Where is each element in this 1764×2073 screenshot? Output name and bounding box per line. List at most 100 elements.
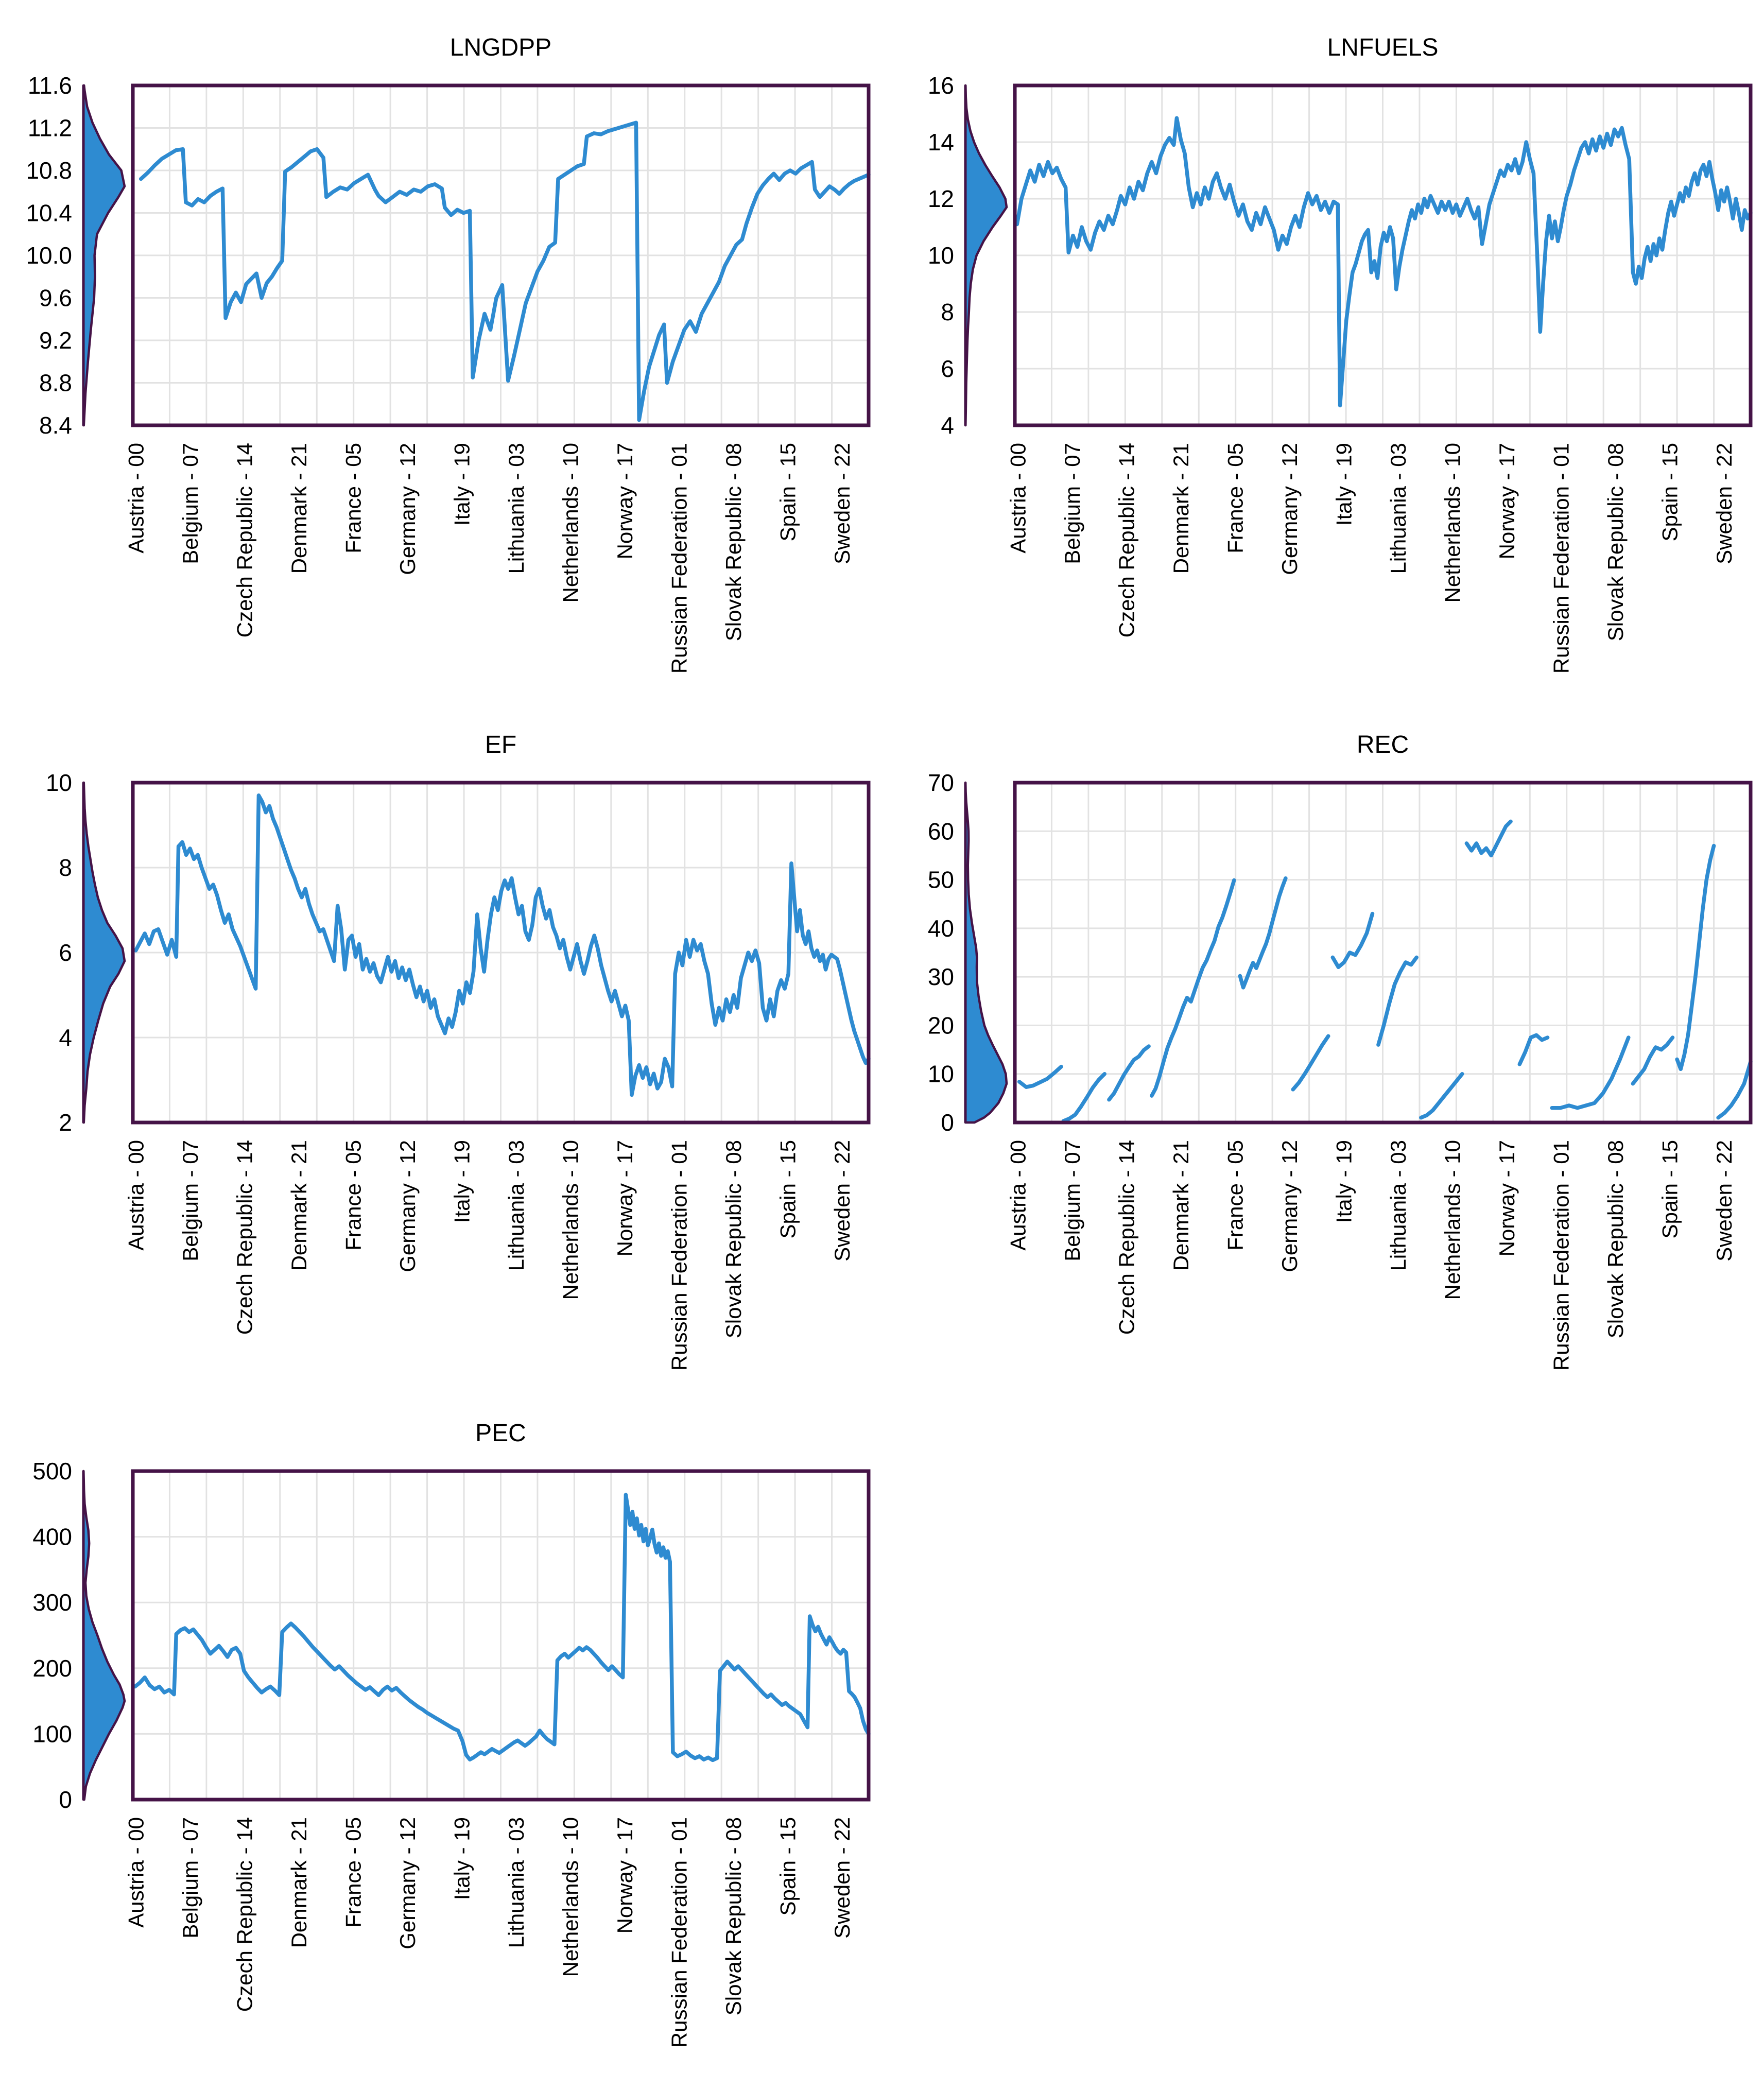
density-shape	[964, 781, 1008, 1124]
y-tick-label: 9.6	[39, 285, 72, 312]
data-line	[1716, 1060, 1753, 1120]
x-tick-label: Czech Republic - 14	[233, 1817, 257, 2012]
x-tick-label: Italy - 19	[1332, 1140, 1356, 1223]
x-tick-label: Austria - 00	[1006, 1140, 1030, 1251]
x-tick-label: Spain - 15	[776, 443, 800, 541]
x-tick-label: Netherlands - 10	[559, 1140, 583, 1300]
y-tick-label: 14	[928, 129, 954, 156]
x-tick-label: Slovak Republic - 08	[721, 1817, 746, 2015]
x-tick-label: Lithuania - 03	[504, 443, 528, 574]
density-shape	[82, 84, 126, 427]
chart-rec: REC 0 10 20 30 40 50 60 70 Austria - 00 Belgium -…	[928, 731, 1753, 1371]
y-axis-labels: 8.4 8.8 9.2 9.6 10.0 10.4 10.8 11.2 11.6	[26, 72, 72, 439]
grid	[1015, 783, 1751, 1122]
y-tick-label: 70	[928, 769, 954, 796]
density-shape	[964, 84, 1008, 427]
chart-lngdpp: LNGDPP 8.4 8.8 9.2 9.6 10.0 10.4 10.8 11.2 11.6 A…	[26, 34, 871, 673]
panel-border	[131, 1469, 871, 1802]
chart-title-ef: EF	[485, 731, 516, 758]
grid	[133, 85, 869, 425]
chart-title-lngdpp: LNGDPP	[450, 34, 551, 61]
y-tick-label: 500	[32, 1458, 72, 1484]
x-tick-label: Slovak Republic - 08	[721, 1140, 746, 1338]
data-line	[1376, 955, 1419, 1047]
y-tick-label: 10.0	[26, 242, 72, 269]
density-plot	[964, 781, 1008, 1124]
data-line	[1464, 819, 1513, 858]
y-tick-label: 2	[59, 1109, 72, 1136]
chart-title-lnfuels: LNFUELS	[1327, 34, 1438, 61]
y-tick-label: 6	[941, 355, 954, 382]
y-tick-label: 10.4	[26, 200, 72, 227]
y-tick-label: 4	[941, 412, 954, 439]
x-tick-label: Spain - 15	[776, 1140, 800, 1238]
data-line	[1015, 116, 1753, 408]
y-tick-label: 8.8	[39, 370, 72, 396]
chart-title-pec: PEC	[475, 1420, 526, 1447]
data-line	[1291, 1034, 1330, 1092]
x-axis-labels: Austria - 00 Belgium - 07 Czech Republic -…	[124, 1140, 855, 1371]
x-tick-label: Russian Federation - 01	[667, 1140, 691, 1371]
x-tick-label: Russian Federation - 01	[667, 443, 691, 673]
x-tick-label: Belgium - 07	[178, 1817, 202, 1939]
x-tick-label: Denmark - 21	[1169, 443, 1193, 574]
y-tick-label: 10.8	[26, 157, 72, 184]
x-tick-label: Norway - 17	[1495, 443, 1519, 559]
x-tick-label: France - 05	[1223, 443, 1248, 554]
data-line	[139, 120, 871, 422]
x-tick-label: Belgium - 07	[1060, 443, 1084, 564]
x-tick-label: Sweden - 22	[830, 1817, 854, 1939]
grid	[133, 1471, 869, 1800]
x-axis-labels: Austria - 00 Belgium - 07 Czech Republic -…	[124, 443, 855, 673]
density-shape	[82, 1470, 126, 1801]
data-line	[1107, 1044, 1151, 1102]
chart-title-rec: REC	[1357, 731, 1409, 758]
x-tick-label: Germany - 12	[395, 443, 420, 575]
density-plot	[82, 84, 126, 427]
panel-border	[1013, 83, 1753, 427]
x-tick-label: Germany - 12	[395, 1817, 420, 1949]
x-tick-label: Czech Republic - 14	[233, 443, 257, 637]
x-tick-label: Sweden - 22	[830, 1140, 854, 1262]
x-tick-label: Sweden - 22	[830, 443, 854, 564]
y-tick-label: 400	[32, 1524, 72, 1550]
data-line	[133, 1493, 871, 1763]
x-tick-label: Austria - 00	[124, 443, 148, 554]
series	[1015, 116, 1753, 408]
x-tick-label: Netherlands - 10	[1441, 1140, 1465, 1300]
x-tick-label: Austria - 00	[124, 1817, 148, 1928]
data-line	[1330, 911, 1375, 970]
x-tick-label: Italy - 19	[450, 443, 474, 526]
x-tick-label: Germany - 12	[1277, 443, 1302, 575]
y-tick-label: 300	[32, 1589, 72, 1616]
y-tick-label: 6	[59, 939, 72, 966]
y-tick-label: 11.2	[28, 115, 72, 142]
series	[133, 1493, 871, 1763]
x-tick-label: Spain - 15	[1658, 443, 1682, 541]
series	[1017, 819, 1753, 1123]
y-tick-label: 8	[59, 854, 72, 881]
y-tick-label: 8	[941, 299, 954, 325]
y-tick-label: 10	[928, 1061, 954, 1087]
x-tick-label: Netherlands - 10	[1441, 443, 1465, 603]
data-line	[133, 793, 871, 1097]
x-tick-label: Spain - 15	[776, 1817, 800, 1915]
x-tick-label: Slovak Republic - 08	[721, 443, 746, 641]
y-axis-labels: 4 6 8 10 12 14 16	[928, 72, 954, 439]
series	[139, 120, 871, 422]
panel-border	[1013, 781, 1753, 1125]
x-tick-label: Russian Federation - 01	[667, 1817, 691, 2048]
y-tick-label: 0	[941, 1109, 954, 1136]
x-tick-label: Lithuania - 03	[504, 1817, 528, 1948]
panel-border	[131, 781, 871, 1125]
density-shape	[82, 781, 126, 1124]
x-axis-labels: Austria - 00 Belgium - 07 Czech Republic -…	[1006, 443, 1737, 673]
x-tick-label: Czech Republic - 14	[233, 1140, 257, 1335]
panel-border	[131, 83, 871, 427]
x-tick-label: Russian Federation - 01	[1549, 443, 1573, 673]
x-tick-label: Slovak Republic - 08	[1603, 443, 1628, 641]
y-tick-label: 10	[46, 769, 72, 796]
x-axis-labels: Austria - 00 Belgium - 07 Czech Republic -…	[124, 1817, 855, 2048]
data-line	[1517, 1033, 1550, 1066]
